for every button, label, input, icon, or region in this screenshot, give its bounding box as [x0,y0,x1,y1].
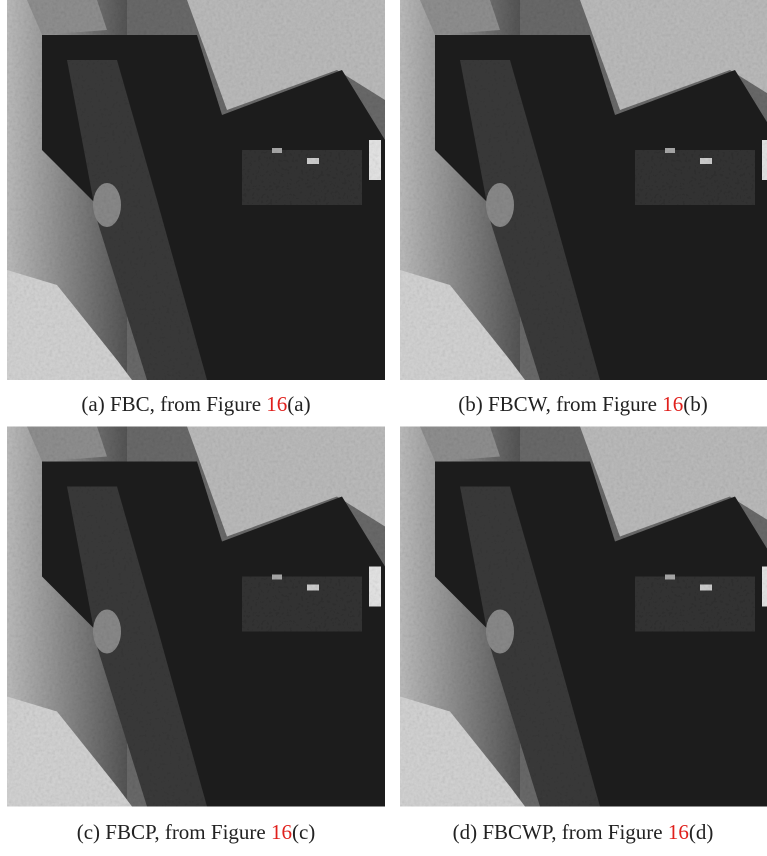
caption: (c) FBCP, from Figure 16(c) [77,820,316,844]
caption: (d) FBCWP, from Figure 16(d) [453,820,714,844]
figure-ref[interactable]: 16 [668,820,689,844]
figure-ref[interactable]: 16 [662,392,683,416]
caption: (b) FBCW, from Figure 16(b) [458,392,707,416]
panel-image [400,0,767,380]
caption-text: (a) [287,392,310,416]
page: {"panels": [ {"prefix": "(a) FBC, from F… [0,0,767,856]
caption-text: (d) [689,820,714,844]
figure: (a) FBC, from Figure 16(a)(b) FBCW, from… [0,0,767,856]
caption-text: (b) FBCW, from Figure [458,392,662,416]
caption-text: (d) FBCWP, from Figure [453,820,668,844]
caption-text: (c) [292,820,315,844]
panel-image [400,427,767,807]
panel-image [7,0,385,380]
panel-image [7,427,385,807]
caption: (a) FBC, from Figure 16(a) [81,392,310,416]
figure-ref[interactable]: 16 [266,392,287,416]
figure-ref[interactable]: 16 [271,820,292,844]
caption-text: (c) FBCP, from Figure [77,820,271,844]
caption-text: (b) [683,392,708,416]
caption-text: (a) FBC, from Figure [81,392,266,416]
